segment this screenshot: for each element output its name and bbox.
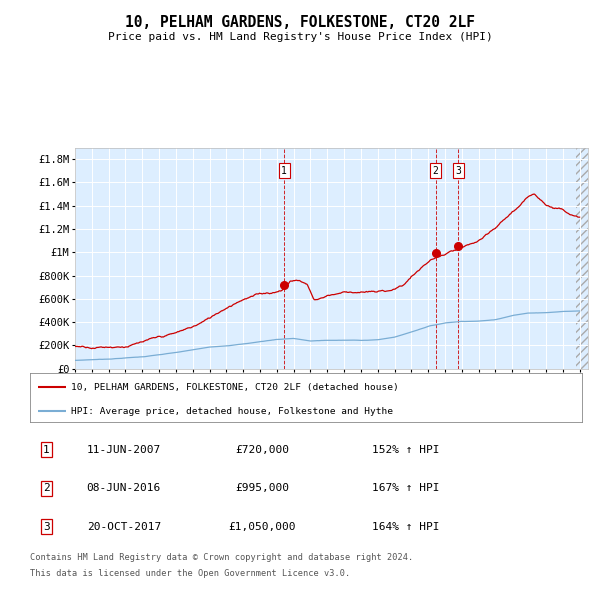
Text: 1: 1 <box>281 166 287 176</box>
Text: 164% ↑ HPI: 164% ↑ HPI <box>371 522 439 532</box>
Text: £995,000: £995,000 <box>235 483 289 493</box>
Text: Price paid vs. HM Land Registry's House Price Index (HPI): Price paid vs. HM Land Registry's House … <box>107 32 493 42</box>
Text: 167% ↑ HPI: 167% ↑ HPI <box>371 483 439 493</box>
Text: 10, PELHAM GARDENS, FOLKESTONE, CT20 2LF: 10, PELHAM GARDENS, FOLKESTONE, CT20 2LF <box>125 15 475 30</box>
Text: Contains HM Land Registry data © Crown copyright and database right 2024.: Contains HM Land Registry data © Crown c… <box>30 553 413 562</box>
Bar <box>576 148 588 369</box>
Text: £720,000: £720,000 <box>235 444 289 454</box>
Text: 20-OCT-2017: 20-OCT-2017 <box>87 522 161 532</box>
Text: 1: 1 <box>43 444 50 454</box>
Text: 11-JUN-2007: 11-JUN-2007 <box>87 444 161 454</box>
Text: £1,050,000: £1,050,000 <box>228 522 296 532</box>
Text: 3: 3 <box>43 522 50 532</box>
Text: This data is licensed under the Open Government Licence v3.0.: This data is licensed under the Open Gov… <box>30 569 350 578</box>
Text: HPI: Average price, detached house, Folkestone and Hythe: HPI: Average price, detached house, Folk… <box>71 407 394 416</box>
Text: 2: 2 <box>433 166 439 176</box>
Text: 152% ↑ HPI: 152% ↑ HPI <box>371 444 439 454</box>
Text: 3: 3 <box>455 166 461 176</box>
Text: 2: 2 <box>43 483 50 493</box>
Text: 10, PELHAM GARDENS, FOLKESTONE, CT20 2LF (detached house): 10, PELHAM GARDENS, FOLKESTONE, CT20 2LF… <box>71 382 399 392</box>
Text: 08-JUN-2016: 08-JUN-2016 <box>87 483 161 493</box>
